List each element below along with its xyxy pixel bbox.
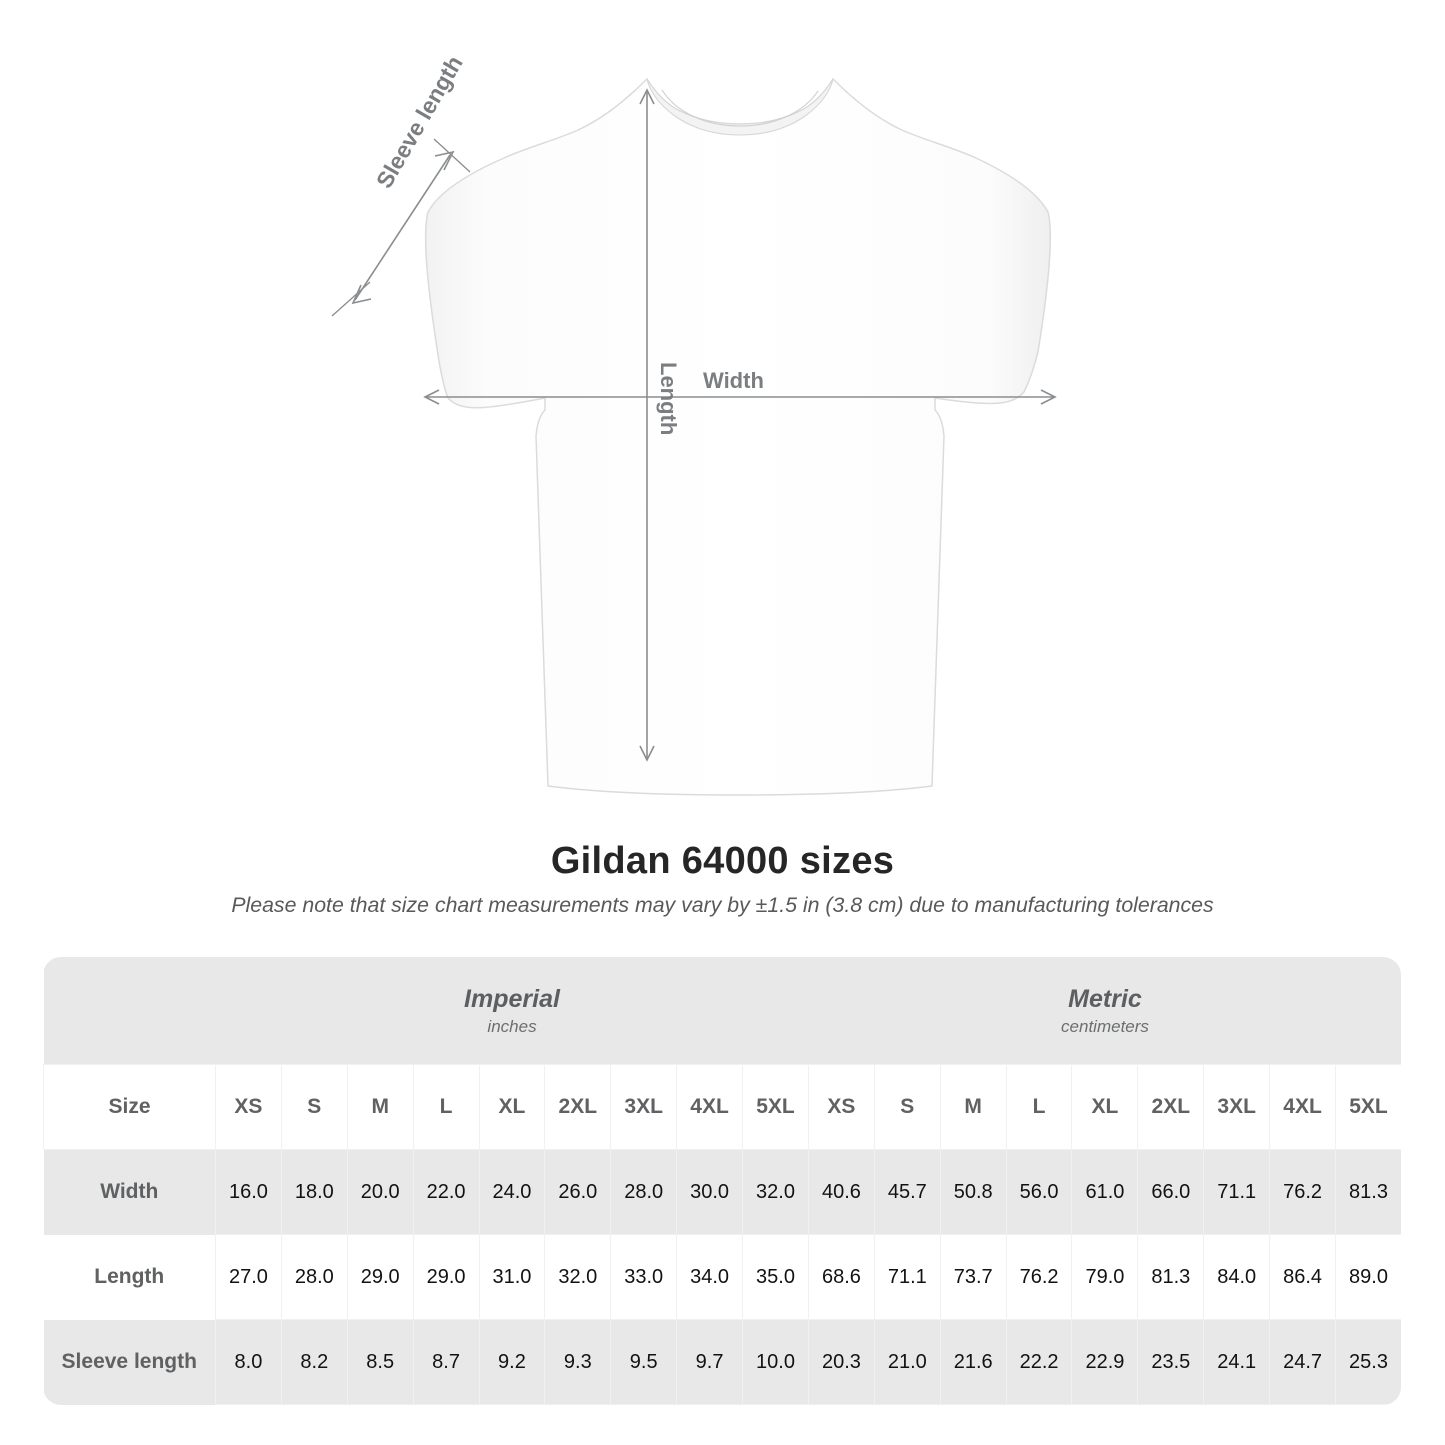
svg-text:Length: Length [656,362,681,435]
svg-text:Width: Width [703,368,764,393]
svg-text:Sleeve length: Sleeve length [371,51,468,192]
